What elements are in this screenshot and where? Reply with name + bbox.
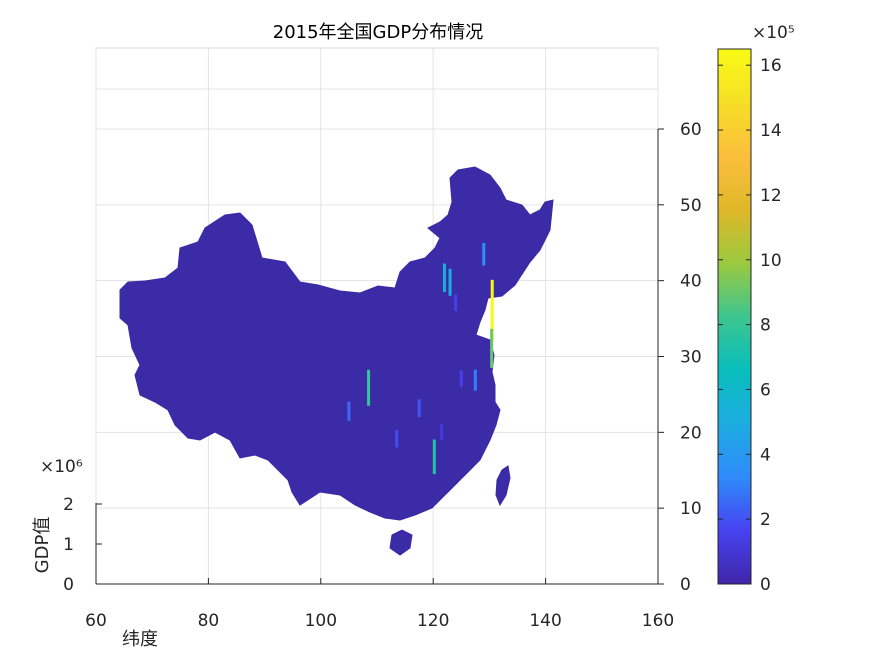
gdp-tick-label: 0 bbox=[63, 575, 74, 595]
gdp-spike bbox=[417, 399, 421, 418]
x-tick-label: 60 bbox=[85, 611, 107, 631]
gdp-spike bbox=[395, 430, 399, 448]
gdp-spike bbox=[482, 243, 486, 266]
colorbar-tick-label: 16 bbox=[760, 56, 782, 76]
gdp-spike bbox=[459, 370, 463, 387]
tick-labels: 60 80 100 120 140 160 0 10 20 30 40 50 60 0 1 2 bbox=[63, 120, 701, 631]
lat-tick-label: 30 bbox=[680, 348, 702, 368]
gdp-spike bbox=[490, 279, 494, 342]
colorbar-gradient bbox=[717, 48, 752, 585]
x-tick-label: 100 bbox=[305, 611, 337, 631]
colorbar-tick-label: 10 bbox=[760, 251, 782, 271]
gdp-tick-label: 2 bbox=[63, 495, 74, 515]
colorbar-exponent: ×10⁵ bbox=[752, 23, 795, 43]
gdp-spikes bbox=[347, 243, 494, 475]
lat-tick-label: 50 bbox=[680, 196, 702, 216]
gdp-spike bbox=[448, 268, 452, 296]
lat-tick-label: 40 bbox=[680, 272, 702, 292]
x-axis-label: 纬度 bbox=[122, 629, 158, 650]
chart-title: 2015年全国GDP分布情况 bbox=[273, 22, 483, 43]
china-map bbox=[119, 166, 554, 556]
gdp-tick-label: 1 bbox=[63, 535, 74, 555]
gdp-spike bbox=[347, 401, 351, 421]
colorbar-tick-label: 6 bbox=[760, 380, 771, 400]
y-axis-label: GDP值 bbox=[32, 517, 53, 574]
colorbar-tick-label: 4 bbox=[760, 445, 771, 465]
colorbar-tick-label: 14 bbox=[760, 121, 782, 141]
gdp-spike bbox=[454, 294, 458, 311]
x-tick-label: 160 bbox=[642, 611, 674, 631]
gdp-spike bbox=[432, 439, 436, 475]
gdp-spike bbox=[490, 328, 494, 368]
lat-tick-label: 10 bbox=[680, 499, 702, 519]
x-tick-label: 140 bbox=[529, 611, 561, 631]
lat-tick-label: 0 bbox=[680, 575, 691, 595]
x-tick-label: 80 bbox=[198, 611, 220, 631]
gdp-spike bbox=[473, 369, 477, 391]
colorbar-tick-label: 0 bbox=[760, 575, 771, 595]
gdp-spike bbox=[440, 424, 444, 440]
lat-tick-label: 20 bbox=[680, 423, 702, 443]
china-mainland bbox=[119, 166, 554, 521]
colorbar-tick-label: 2 bbox=[760, 510, 771, 530]
colorbar: 0 2 4 6 8 10 12 14 16 bbox=[717, 48, 782, 595]
gdp-spike bbox=[442, 263, 446, 293]
colorbar-tick-label: 12 bbox=[760, 186, 782, 206]
gdp-spike bbox=[367, 369, 371, 406]
colorbar-tick-label: 8 bbox=[760, 316, 771, 336]
x-tick-label: 120 bbox=[417, 611, 449, 631]
hainan-island bbox=[389, 529, 413, 556]
lat-tick-label: 60 bbox=[680, 120, 702, 140]
taiwan-island bbox=[495, 465, 511, 507]
gdp-axis-exponent: ×10⁶ bbox=[40, 457, 83, 477]
